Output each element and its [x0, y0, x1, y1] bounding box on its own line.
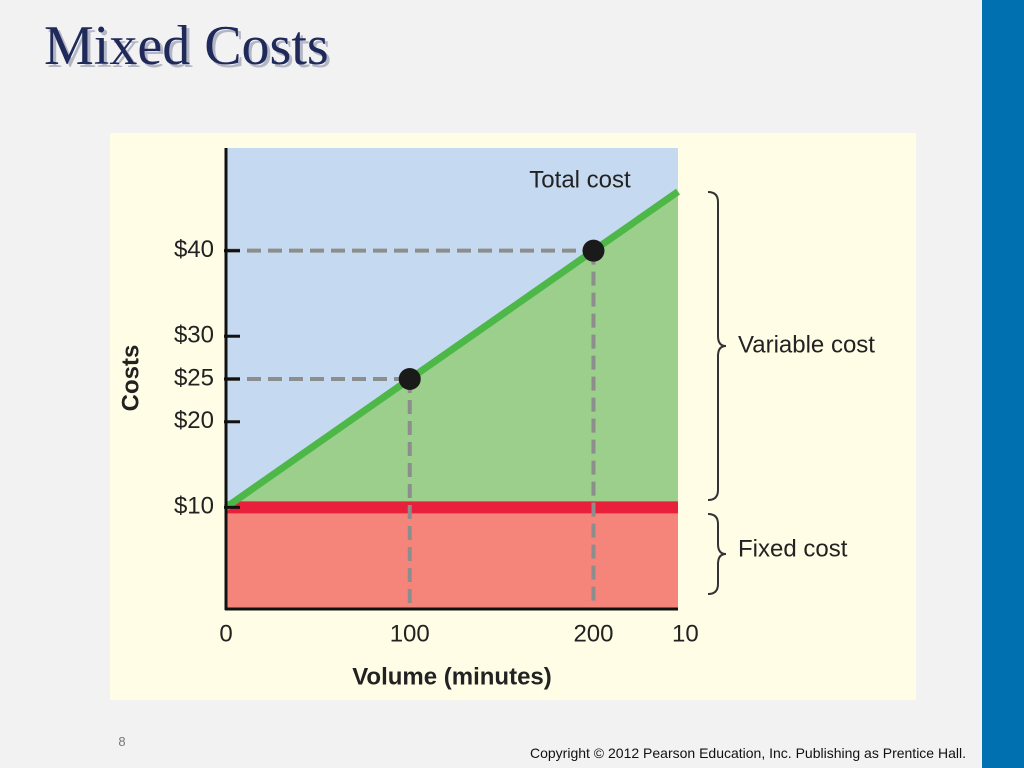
slide-title: Mixed Costs	[44, 15, 329, 77]
y-tick-label: $25	[174, 364, 214, 391]
x-tick-label: 100	[390, 620, 430, 647]
point	[398, 368, 421, 390]
x-tick-label: 0	[219, 620, 232, 647]
annotation: Variable cost	[738, 331, 875, 358]
x-axis-label: Volume (minutes)	[352, 663, 552, 690]
annotation: Total cost	[529, 166, 631, 193]
y-tick-label: $30	[174, 322, 214, 349]
annotation: Fixed cost	[738, 535, 848, 562]
side-bar	[982, 0, 1024, 768]
title-shadow: Mixed Costs	[47, 18, 332, 80]
x-tick-label: 10	[672, 620, 699, 647]
y-tick-label: $20	[174, 407, 214, 434]
page-number: 8	[118, 734, 125, 749]
fixed-area	[226, 507, 678, 610]
y-axis-label: Costs	[117, 345, 144, 412]
fixed-brace	[707, 513, 727, 595]
y-tick-label: $10	[174, 493, 214, 520]
copyright: Copyright © 2012 Pearson Education, Inc.…	[530, 745, 966, 761]
x-tick-label: 200	[573, 620, 613, 647]
point	[582, 239, 605, 262]
total-cost-line	[223, 188, 681, 511]
variable-brace	[707, 191, 727, 501]
y-tick-label: $40	[174, 236, 214, 263]
chart: $10 $20 $25 $30 $40 0 100 200 10 Volume (minutes)…	[117, 148, 875, 690]
